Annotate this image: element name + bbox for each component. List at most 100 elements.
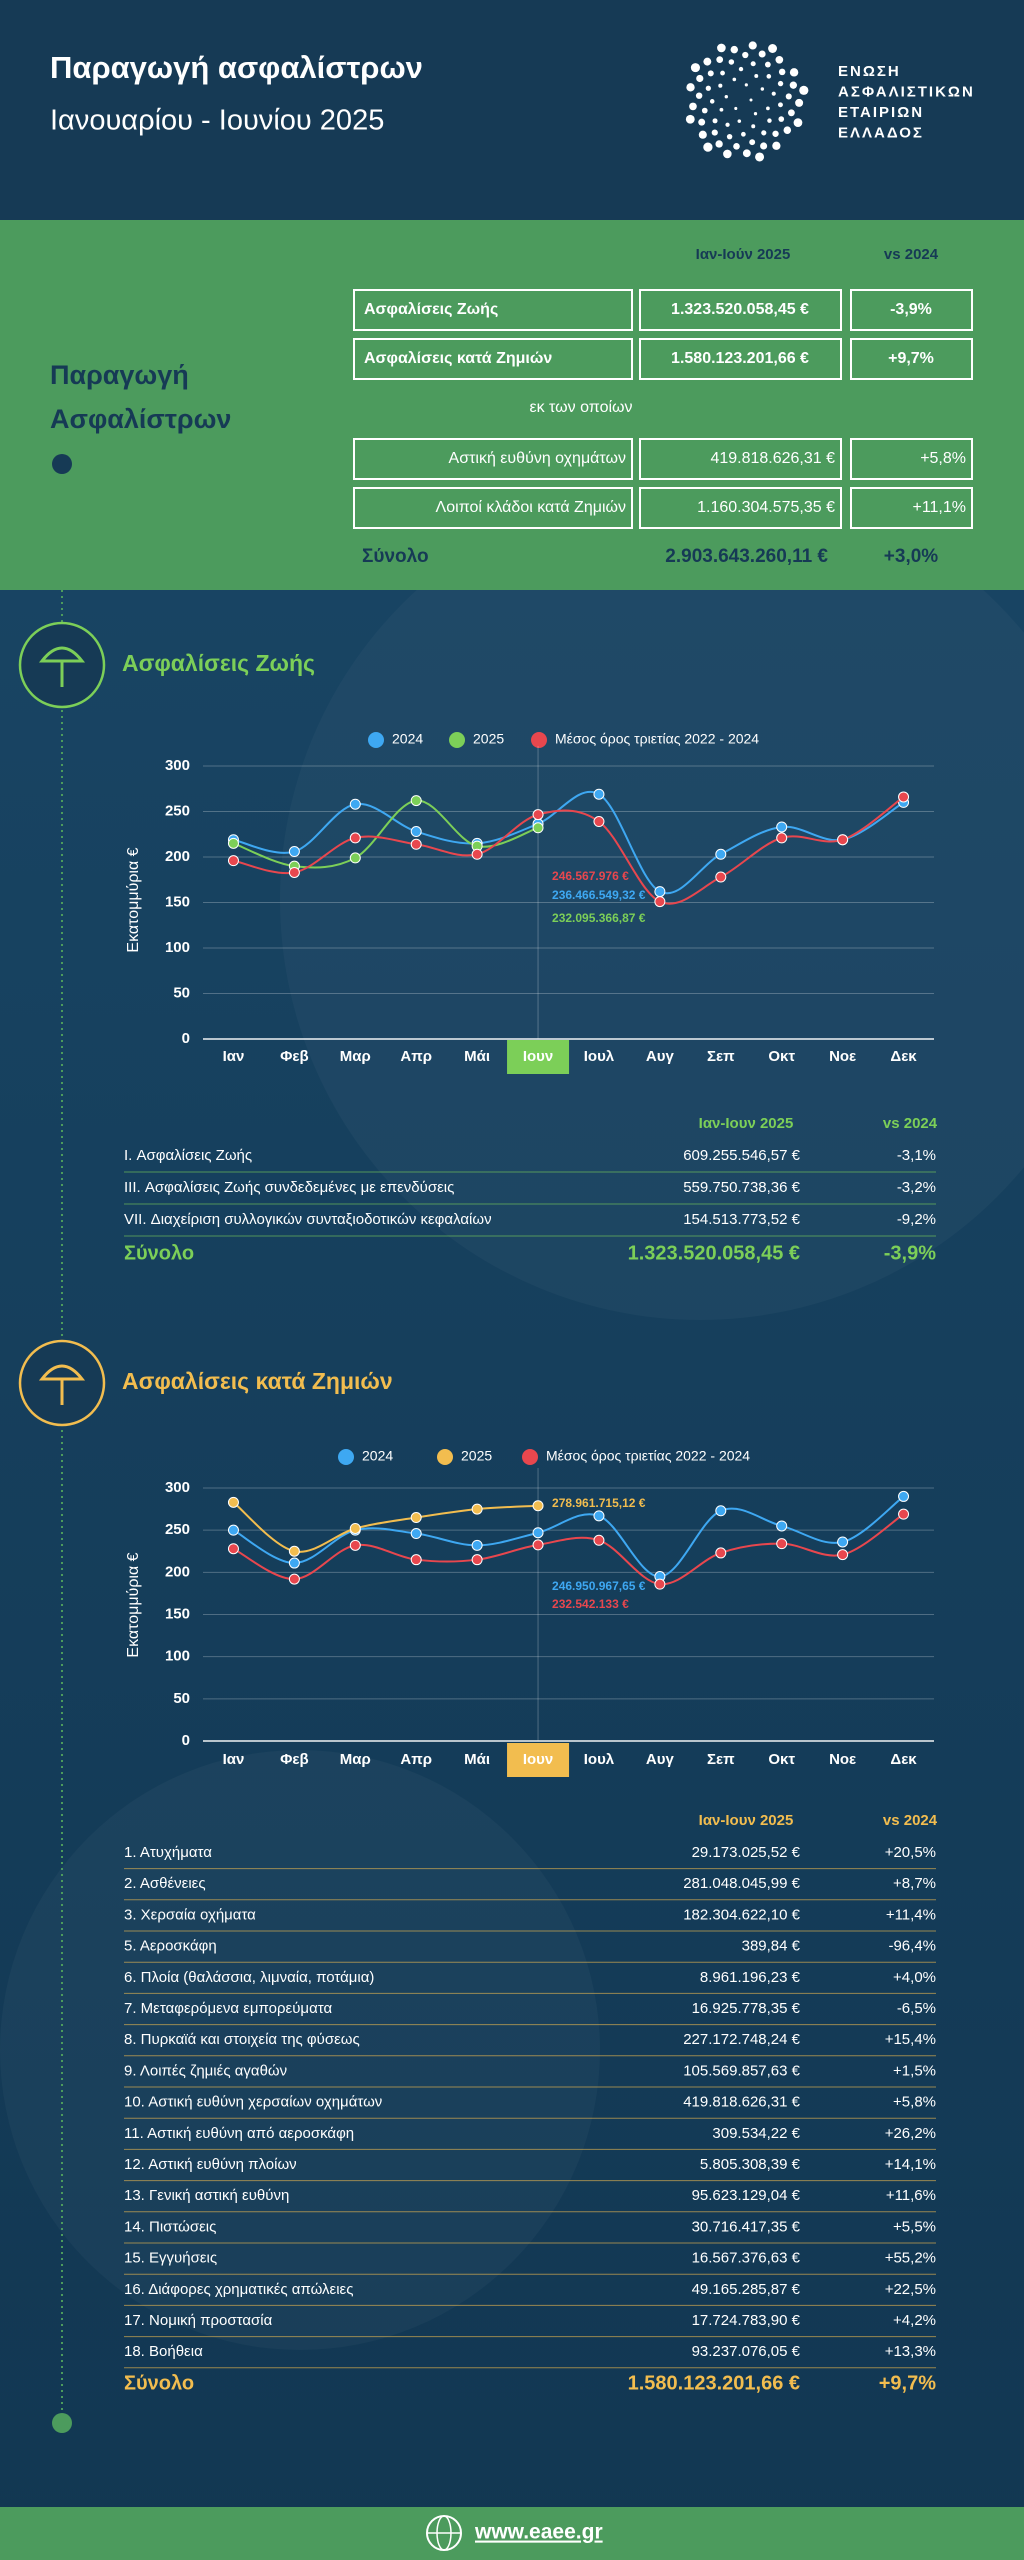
logo-dot (754, 73, 759, 78)
y-axis-label: Εκατομμύρια € (125, 1552, 142, 1657)
value-label: 232.095.366,87 € (552, 911, 646, 925)
x-tick-label: Ιαν (223, 1751, 245, 1768)
legend-label: 2025 (461, 1448, 492, 1464)
footer-url[interactable]: www.eaee.gr (474, 2521, 603, 2544)
total-cell: -3,9% (884, 1242, 936, 1264)
legend-marker (437, 1449, 453, 1465)
cell-box (353, 487, 633, 529)
logo-dot (777, 80, 784, 87)
subtitle: Ιανουαρίου - Ιουνίου 2025 (50, 105, 384, 137)
total-cell: Σύνολο (124, 1242, 194, 1264)
logo-dot (737, 119, 742, 123)
y-tick-label: 300 (165, 757, 190, 774)
data-point (898, 791, 910, 803)
row-value: 5.805.308,39 € (700, 2156, 801, 2173)
logo-dot (799, 85, 809, 95)
legend-marker (368, 732, 384, 748)
row-change: +15,4% (885, 2031, 936, 2048)
x-tick-label: Ιουλ (584, 1751, 615, 1768)
data-point (471, 1503, 483, 1515)
row-change: +5,5% (893, 2218, 936, 2235)
cell-box (850, 487, 973, 529)
data-point (532, 1500, 544, 1512)
y-tick-label: 150 (165, 1605, 190, 1622)
series-line (232, 1513, 905, 1586)
timeline-dot (52, 2413, 72, 2433)
logo-dot (695, 92, 703, 99)
row-label: Ασφαλίσεις κατά Ζημιών (364, 350, 552, 367)
logo-dot (749, 139, 756, 146)
row-label: Ασφαλίσεις Ζωής (364, 301, 498, 318)
logo-dot (772, 141, 781, 150)
data-point (288, 846, 300, 858)
section-title: Ασφαλίσεις Ζωής (122, 650, 315, 676)
logo-text: ΕΤΑΙΡΙΩΝ (838, 104, 924, 121)
data-point (349, 832, 361, 844)
cell-box (353, 338, 633, 380)
legend-label: Μέσος όρος τριετίας 2022 - 2024 (546, 1448, 750, 1464)
row-label: 8. Πυρκαϊά και στοιχεία της φύσεως (124, 2031, 360, 2048)
row-change: -9,2% (897, 1211, 936, 1228)
logo-dot (766, 74, 772, 79)
logo-dot (789, 68, 799, 77)
logo-text: ΕΛΛΑΔΟΣ (838, 124, 924, 141)
data-point (715, 871, 727, 883)
row-change: -6,5% (897, 2000, 936, 2017)
row-label: VII. Διαχείριση συλλογικών συνταξιοδοτικ… (124, 1211, 492, 1228)
row-change: +9,7% (888, 350, 934, 367)
total-cell: +3,0% (884, 546, 939, 567)
logo-dot (742, 51, 749, 59)
logo-dot (744, 83, 748, 87)
logo-dot (725, 122, 730, 127)
legend-label: 2024 (392, 731, 423, 747)
row-label: 16. Διάφορες χρηματικές απώλειες (124, 2281, 353, 2298)
x-tick-label: Νοε (829, 1751, 856, 1768)
logo-dot (768, 44, 778, 53)
row-value: 29.173.025,52 € (692, 1844, 801, 1861)
row-value: 49.165.285,87 € (692, 2281, 801, 2298)
y-tick-label: 300 (165, 1479, 190, 1496)
row-label: 9. Λοιπές ζημιές αγαθών (124, 2062, 287, 2079)
row-change: +55,2% (885, 2250, 936, 2267)
data-point (227, 1543, 239, 1555)
logo-dot (741, 131, 746, 137)
cell-box (639, 289, 842, 331)
column-header: vs 2024 (884, 246, 939, 263)
data-point (227, 855, 239, 867)
value-label: 246.567.976 € (552, 869, 629, 883)
logo-dot (742, 149, 751, 158)
y-tick-label: 50 (173, 984, 190, 1001)
row-label: I. Ασφαλίσεις Ζωής (124, 1147, 252, 1164)
cell-box (639, 438, 842, 480)
row-change: -3,9% (890, 301, 932, 318)
row-label: 10. Αστική ευθύνη χερσαίων οχημάτων (124, 2094, 382, 2111)
row-value: 95.623.129,04 € (692, 2187, 801, 2204)
logo-dot (795, 98, 804, 107)
data-point (471, 1539, 483, 1551)
row-value: 30.716.417,35 € (692, 2218, 801, 2235)
logo-dot (712, 118, 718, 124)
row-label: III. Ασφαλίσεις Ζωής συνδεδεμένες με επε… (124, 1179, 454, 1196)
total-cell: 1.580.123.201,66 € (628, 2372, 800, 2394)
x-tick-label: Δεκ (890, 1048, 917, 1065)
footer-band (0, 2507, 1024, 2560)
logo-dot (726, 133, 733, 140)
legend-marker (522, 1449, 538, 1465)
data-point (532, 1539, 544, 1551)
x-tick-label: Απρ (400, 1048, 432, 1065)
legend-label: 2024 (362, 1448, 393, 1464)
row-change: -3,1% (897, 1147, 936, 1164)
data-point (715, 1547, 727, 1559)
row-change: +5,8% (893, 2094, 936, 2111)
row-change: +11,6% (886, 2187, 936, 2204)
row-label: Λοιποί κλάδοι κατά Ζημιών (436, 499, 626, 516)
header-band (0, 0, 1024, 220)
data-point (654, 1578, 666, 1590)
logo-dot (720, 70, 725, 76)
logo-dot (698, 130, 707, 139)
row-value: 1.323.520.058,45 € (671, 301, 809, 318)
y-tick-label: 200 (165, 1563, 190, 1580)
value-label: 236.466.549,32 € (552, 888, 646, 902)
y-tick-label: 250 (165, 1521, 190, 1538)
total-cell: +9,7% (879, 2372, 936, 2394)
